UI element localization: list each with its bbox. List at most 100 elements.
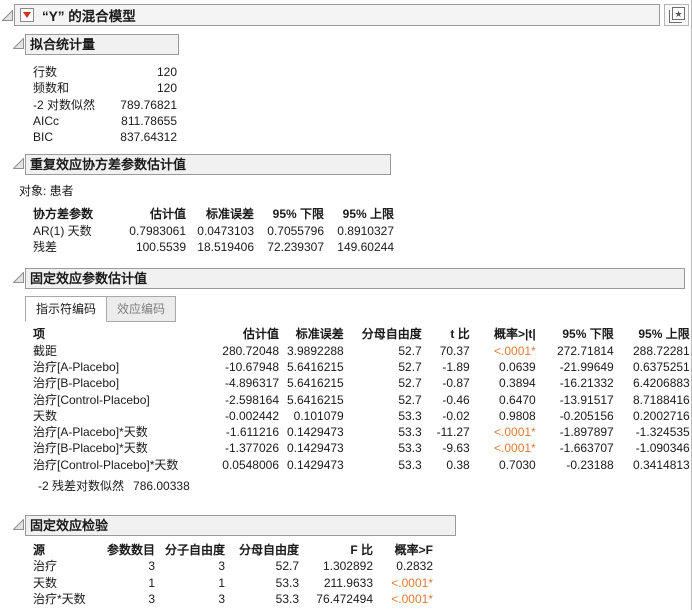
cell: 截距 — [33, 343, 58, 358]
red-triangle-icon — [23, 12, 31, 18]
cell: -11.27 — [436, 425, 470, 440]
cell: 0.2002716 — [633, 408, 690, 423]
cell: -2.598164 — [224, 392, 279, 407]
tab-effect-coding[interactable]: 效应编码 — [107, 296, 177, 323]
subject-label: 对象: 患者 — [19, 184, 74, 199]
column-header: F 比 — [350, 543, 373, 558]
cell: 治疗[Control-Placebo] — [33, 392, 150, 407]
cell: -21.99649 — [559, 359, 614, 374]
cell: 0.3894 — [499, 376, 536, 391]
cell: 0.7030 — [499, 457, 536, 472]
column-header: 分母自由度 — [361, 327, 422, 342]
publish-report-button[interactable]: ★ — [664, 4, 689, 26]
table-row: 截距 280.72048 3.9892288 52.7 70.37 <.0001* 272.… — [33, 343, 690, 359]
section-title[interactable]: 固定效应检验 — [25, 515, 456, 537]
cell: 280.72048 — [222, 343, 279, 358]
fit-statistics-table: 行数 120 频数和 120 -2 对数似然 789.76821 AICc 811.78655… — [33, 64, 177, 145]
table-row: 治疗[Control-Placebo]*天数 0.0548006 0.1429473… — [33, 457, 690, 473]
section-title[interactable]: 拟合统计量 — [25, 34, 179, 55]
cell: 5.6416215 — [287, 392, 344, 407]
cell: 52.7 — [398, 343, 422, 358]
table-row: 治疗*天数 3 3 53.3 76.472494 <.0001* — [33, 591, 433, 607]
cell: 18.519406 — [197, 240, 254, 255]
cell: 837.64312 — [120, 130, 177, 145]
cell: 52.7 — [398, 392, 422, 407]
cell: 53.3 — [398, 457, 422, 472]
column-header: 95% 下限 — [562, 327, 614, 342]
covariance-table: 协方差参数 估计值 标准误差 95% 下限 95% 上限 AR(1) 天数 0.798306… — [33, 206, 394, 255]
cell: 8.7188416 — [633, 392, 690, 407]
page-title: “Y” 的混合模型 — [42, 9, 136, 24]
section-title[interactable]: 固定效应参数估计值 — [25, 268, 685, 290]
cell: 100.5539 — [135, 240, 186, 255]
tab-indicator-coding[interactable]: 指示符编码 — [25, 296, 108, 323]
cell: -1.89 — [442, 359, 470, 374]
cell: 治疗[B-Placebo] — [33, 376, 120, 391]
section-title[interactable]: 重复效应协方差参数估计值 — [25, 154, 391, 176]
residual-loglikelihood-label: -2 残差对数似然 — [38, 479, 125, 494]
column-header: 项 — [33, 327, 46, 342]
column-header: 协方差参数 — [33, 207, 94, 222]
table-row: AICc 811.78655 — [33, 113, 177, 129]
cell: -0.23188 — [566, 457, 614, 472]
section-fixed-tests-header: 固定效应检验 — [13, 515, 691, 537]
column-header: 分母自由度 — [238, 543, 299, 558]
column-header: 估计值 — [149, 207, 186, 222]
cell: 行数 — [33, 65, 58, 79]
cell: 76.472494 — [316, 591, 373, 606]
cell: 149.60244 — [337, 240, 394, 255]
column-header: 估计值 — [242, 327, 279, 342]
cell: 53.3 — [398, 425, 422, 440]
layer-corner-icon — [669, 10, 682, 23]
disclosure-triangle-icon[interactable] — [13, 272, 24, 284]
column-header: 源 — [33, 543, 46, 558]
cell: -1.090346 — [635, 441, 690, 456]
table-row: BIC 837.64312 — [33, 129, 177, 145]
column-header: 标准误差 — [295, 327, 344, 342]
cell: <.0001* — [494, 343, 536, 358]
table-row: 天数 -0.002442 0.101079 53.3 -0.02 0.9808 -0.205… — [33, 408, 690, 424]
cell: 72.239307 — [267, 240, 324, 255]
coding-tabs: 指示符编码 效应编码 — [25, 296, 691, 323]
report-title-bar: “Y” 的混合模型 ★ — [2, 3, 689, 27]
cell: 治疗[A-Placebo] — [33, 359, 120, 374]
column-header: 概率>F — [394, 543, 433, 558]
cell: 0.0473103 — [197, 223, 254, 238]
cell: 789.76821 — [120, 97, 177, 112]
cell: -1.324535 — [635, 425, 690, 440]
cell: 0.8910327 — [337, 223, 394, 238]
red-triangle-menu-button[interactable] — [20, 8, 34, 22]
cell: 0.0639 — [499, 359, 536, 374]
cell: 52.7 — [398, 376, 422, 391]
table-row: 治疗[B-Placebo]*天数 -1.377026 0.1429473 53.3 -9… — [33, 440, 690, 456]
cell: -2 对数似然 — [33, 97, 96, 112]
column-header: 95% 下限 — [272, 207, 324, 222]
star-layers-icon: ★ — [672, 7, 685, 20]
table-row: 频数和 120 — [33, 80, 177, 96]
cell: -9.63 — [442, 441, 470, 456]
cell: <.0001* — [494, 441, 536, 456]
disclosure-triangle-icon[interactable] — [13, 519, 24, 531]
cell: 70.37 — [439, 343, 470, 358]
cell: 52.7 — [275, 559, 299, 574]
disclosure-triangle-icon[interactable] — [13, 38, 24, 49]
cell: 811.78655 — [121, 113, 177, 128]
cell: BIC — [33, 130, 54, 145]
table-row: 治疗[A-Placebo]*天数 -1.611216 0.1429473 53.3 -1… — [33, 424, 690, 440]
cell: -16.21332 — [559, 376, 614, 391]
cell: 3 — [218, 591, 225, 606]
cell: 5.6416215 — [287, 359, 344, 374]
table-row: 治疗[A-Placebo] -10.67948 5.6416215 52.7 -1.89… — [33, 359, 690, 375]
cell: 53.3 — [275, 575, 299, 590]
cell: 0.3414813 — [633, 457, 690, 472]
table-row: 治疗 3 3 52.7 1.302892 0.2832 — [33, 558, 433, 574]
cell: 211.9633 — [323, 575, 373, 590]
disclosure-triangle-icon[interactable] — [2, 9, 13, 21]
cell: -4.896317 — [224, 376, 279, 391]
column-header: 95% 上限 — [638, 327, 690, 342]
cell: -1.897897 — [559, 425, 614, 440]
report-title-box: “Y” 的混合模型 — [14, 4, 660, 26]
table-row: 行数 120 — [33, 64, 177, 80]
disclosure-triangle-icon[interactable] — [13, 158, 24, 170]
cell: <.0001* — [391, 591, 433, 606]
